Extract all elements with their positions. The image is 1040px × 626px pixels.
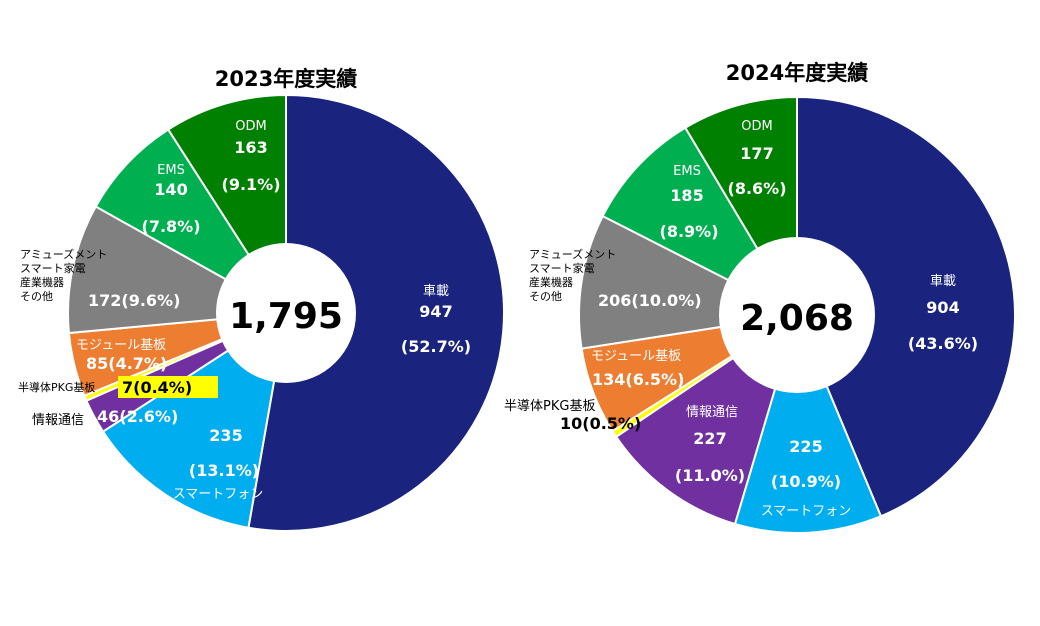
label-ems-value-2024: 185	[670, 186, 703, 205]
label-pkg-value-2023: 7(0.4%)	[122, 378, 192, 397]
label-car-value-2024: 904	[926, 298, 959, 317]
label-ems-name-2023: EMS	[157, 163, 185, 178]
label-phone-name-2024: スマートフォン	[761, 504, 852, 519]
label-info-name-2023: 情報通信	[32, 413, 84, 428]
label-phone-value-2024: 225	[789, 437, 822, 456]
label-mod-name-2023: モジュール基板	[76, 338, 166, 353]
chart-title-2024: 2024年度実績	[726, 61, 868, 85]
label-ems-name-2024: EMS	[673, 164, 701, 179]
label-other-value-2023: 172(9.6%)	[88, 291, 180, 310]
label-other-line2-2024: スマート家電	[529, 261, 595, 275]
label-other-line4-2024: その他	[529, 290, 562, 303]
label-odm-pct-2024: (8.6%)	[728, 179, 787, 198]
pkg-highlight-2023	[118, 376, 218, 398]
label-other-line2-2023: スマート家電	[20, 261, 86, 275]
label-ems-pct-2023: (7.8%)	[142, 217, 201, 236]
donut-hole-2024	[719, 237, 875, 393]
label-odm-name-2024: ODM	[741, 119, 772, 134]
label-mod-value-2023: 85(4.7%)	[86, 354, 167, 373]
slices-2024	[578, 95, 1016, 534]
label-other-line4-2023: その他	[20, 290, 53, 303]
label-ems-value-2023: 140	[154, 180, 187, 199]
slices-2023	[67, 93, 505, 532]
donut-2024: 2024年度実績 2,068 車載 904 (43.6%) 225 (10.9%…	[504, 61, 1016, 534]
label-ems-pct-2024: (8.9%)	[660, 222, 719, 241]
donut-2023: 2023年度実績 1,795 車載 947 (52.7%) 235 (13.1%…	[18, 67, 505, 532]
label-phone-name-2023: スマートフォン	[173, 487, 264, 502]
label-odm-value-2024: 177	[740, 144, 773, 163]
label-info-value-2023: 46(2.6%)	[97, 407, 178, 426]
chart-title-2023: 2023年度実績	[215, 67, 357, 91]
label-phone-pct-2023: (13.1%)	[189, 461, 259, 480]
label-other-line3-2024: 産業機器	[529, 275, 573, 289]
label-car-pct-2023: (52.7%)	[401, 337, 471, 356]
label-odm-value-2023: 163	[234, 138, 267, 157]
label-other-value-2024: 206(10.0%)	[598, 291, 702, 310]
label-odm-name-2023: ODM	[235, 119, 266, 134]
label-info-pct-2024: (11.0%)	[675, 466, 745, 485]
label-info-value-2024: 227	[693, 429, 726, 448]
label-info-name-2024: 情報通信	[686, 405, 738, 420]
label-mod-value-2024: 134(6.5%)	[592, 370, 684, 389]
label-mod-name-2024: モジュール基板	[591, 349, 681, 364]
label-phone-value-2023: 235	[209, 426, 242, 445]
center-total-2024: 2,068	[740, 298, 854, 339]
label-pkg-value-2024: 10(0.5%)	[560, 414, 641, 433]
label-car-value-2023: 947	[419, 302, 452, 321]
donut-hole-2023	[216, 243, 356, 383]
label-pkg-name-2023: 半導体PKG基板	[18, 380, 95, 394]
label-other-line1-2023: アミューズメント	[20, 247, 107, 261]
label-car-pct-2024: (43.6%)	[908, 334, 978, 353]
label-other-line3-2023: 産業機器	[20, 275, 64, 289]
label-car-name-2024: 車載	[930, 274, 956, 289]
center-total-2023: 1,795	[229, 296, 343, 337]
label-other-line1-2024: アミューズメント	[529, 247, 616, 261]
label-odm-pct-2023: (9.1%)	[222, 175, 281, 194]
label-phone-pct-2024: (10.9%)	[771, 472, 841, 491]
label-car-name-2023: 車載	[423, 284, 449, 299]
label-pkg-name-2024: 半導体PKG基板	[504, 399, 595, 414]
